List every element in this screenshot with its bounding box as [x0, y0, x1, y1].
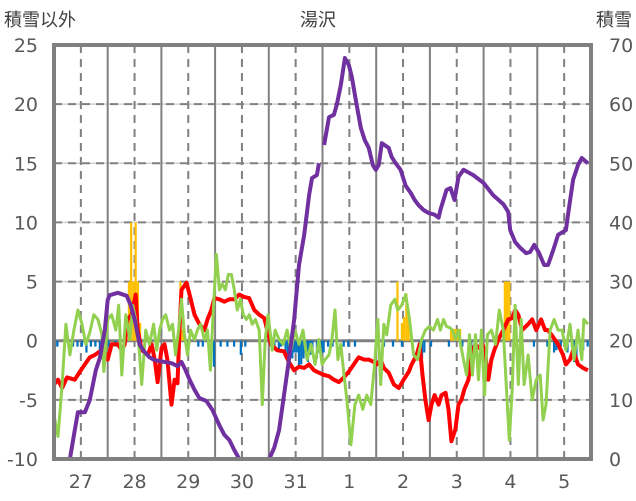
bar-negative — [76, 340, 79, 347]
bar-positive — [400, 322, 404, 341]
bar-negative — [555, 340, 558, 351]
bar-positive — [405, 293, 408, 341]
y-left-tick-label: 25 — [14, 35, 38, 57]
x-tick-label: 29 — [176, 471, 200, 493]
y-left-tick-label: 5 — [26, 272, 38, 294]
bar-negative — [226, 340, 229, 347]
x-tick-label: 30 — [230, 471, 254, 493]
bar-negative — [342, 340, 345, 347]
plot-frame — [52, 43, 593, 461]
bar-negative — [212, 340, 216, 367]
y-left-tick-label: 20 — [14, 94, 38, 116]
y-right-tick-label: 50 — [609, 153, 633, 175]
x-tick-label: 1 — [343, 471, 355, 493]
left-axis-title: 積雪以外 — [4, 10, 76, 31]
bar-negative — [89, 340, 93, 347]
y-right-tick-label: 70 — [609, 35, 633, 57]
bar-negative — [559, 340, 562, 347]
bar-positive — [407, 317, 410, 341]
bar-negative — [347, 340, 350, 347]
bar-negative — [239, 340, 242, 355]
bar-negative — [532, 340, 536, 347]
bar-positive — [130, 222, 133, 341]
bar-negative — [400, 340, 404, 347]
bar-negative — [286, 340, 289, 365]
y-left-tick-label: 10 — [14, 212, 38, 234]
bar-positive — [127, 281, 131, 341]
x-tick-label: 28 — [122, 471, 146, 493]
bar-negative — [85, 340, 88, 353]
x-tick-label: 5 — [558, 471, 570, 493]
y-right-tick-label: 0 — [609, 449, 621, 471]
bar-positive — [181, 328, 184, 341]
bar-negative — [461, 340, 464, 347]
bar-negative — [219, 340, 222, 347]
y-left-tick-label: -10 — [7, 449, 38, 471]
bar-negative — [284, 340, 287, 359]
bar-negative — [197, 340, 200, 347]
bar-negative — [293, 340, 296, 353]
bar-negative — [423, 340, 426, 353]
bar-negative — [94, 340, 97, 347]
bar-negative — [447, 340, 451, 347]
right-axis-title: 積雪 — [596, 10, 632, 31]
bar-negative — [429, 340, 433, 347]
bar-positive — [505, 281, 509, 341]
bar-negative — [80, 340, 84, 347]
series-lines — [52, 56, 590, 461]
bar-negative — [586, 340, 589, 347]
x-tick-label: 3 — [451, 471, 463, 493]
bar-negative — [295, 340, 298, 353]
bar-positive — [450, 328, 453, 341]
x-tick-label: 2 — [397, 471, 409, 493]
x-tick-label: 4 — [504, 471, 516, 493]
series-line-3 — [54, 56, 590, 461]
x-tick-label: 27 — [69, 471, 93, 493]
bar-positive — [508, 281, 511, 341]
bar-positive — [503, 281, 506, 341]
y-right-tick-label: 40 — [609, 212, 633, 234]
chart-title: 湯沢 — [300, 10, 336, 31]
bar-negative — [297, 340, 301, 367]
bar-negative — [300, 340, 303, 365]
bar-negative — [326, 340, 330, 347]
bar-negative — [302, 340, 305, 359]
bar-positive — [403, 317, 406, 341]
y-right-tick-label: 60 — [609, 94, 633, 116]
bar-negative — [353, 340, 357, 347]
bar-negative — [391, 340, 395, 347]
series-line-2 — [52, 252, 590, 447]
y-right-tick-label: 10 — [609, 390, 633, 412]
bar-negative — [201, 340, 204, 347]
y-right-tick-label: 30 — [609, 272, 633, 294]
bar-negative — [322, 340, 325, 353]
bar-negative — [56, 340, 59, 347]
y-left-tick-label: 15 — [14, 153, 38, 175]
x-tick-label: 31 — [284, 471, 308, 493]
bar-negative — [552, 340, 556, 353]
bar-negative — [244, 340, 247, 347]
y-right-tick-label: 20 — [609, 331, 633, 353]
bar-negative — [233, 340, 236, 347]
y-left-tick-label: -5 — [19, 390, 38, 412]
y-left-tick-label: 0 — [26, 331, 38, 353]
bar-positive — [139, 322, 142, 341]
bar-negative — [277, 340, 280, 353]
bar-negative — [546, 340, 549, 347]
bar-positive — [134, 222, 137, 341]
plot-border — [52, 43, 593, 461]
bar-negative — [107, 340, 110, 347]
